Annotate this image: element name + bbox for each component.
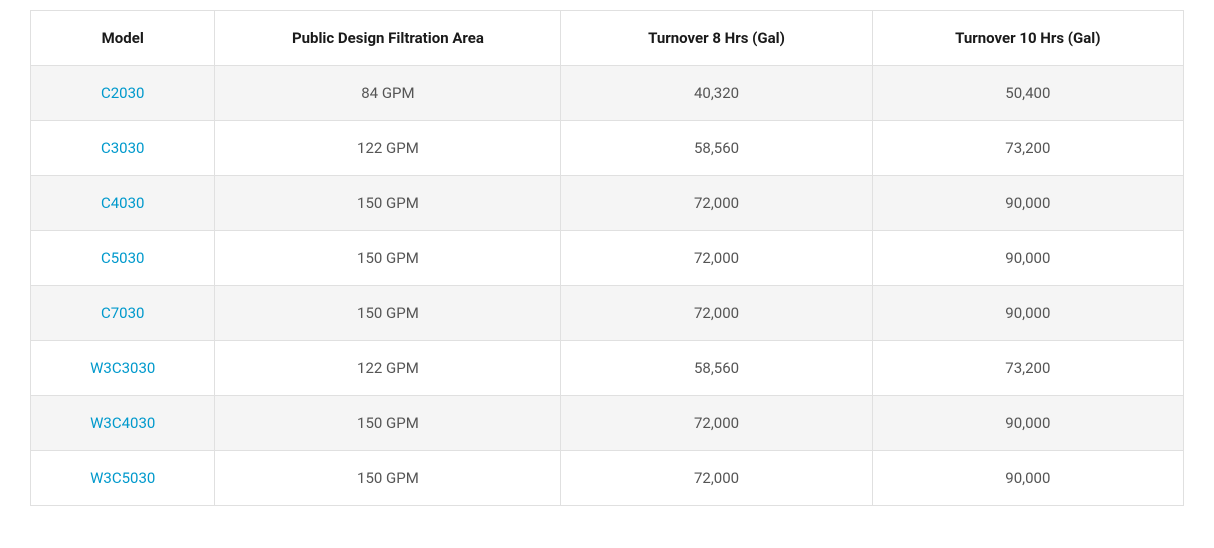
cell-filtration: 150 GPM — [215, 396, 561, 451]
cell-turnover-10: 50,400 — [872, 66, 1183, 121]
table-row: C4030 150 GPM 72,000 90,000 — [31, 176, 1184, 231]
header-model: Model — [31, 11, 215, 66]
filter-spec-table: Model Public Design Filtration Area Turn… — [30, 10, 1184, 506]
table-row: C3030 122 GPM 58,560 73,200 — [31, 121, 1184, 176]
cell-filtration: 150 GPM — [215, 451, 561, 506]
model-link[interactable]: W3C5030 — [90, 469, 155, 487]
cell-model: C3030 — [31, 121, 215, 176]
cell-model: C7030 — [31, 286, 215, 341]
cell-model: C5030 — [31, 231, 215, 286]
cell-turnover-8: 72,000 — [561, 451, 872, 506]
model-link[interactable]: C2030 — [101, 84, 144, 102]
header-turnover-8: Turnover 8 Hrs (Gal) — [561, 11, 872, 66]
cell-model: W3C5030 — [31, 451, 215, 506]
cell-turnover-8: 40,320 — [561, 66, 872, 121]
cell-turnover-10: 90,000 — [872, 451, 1183, 506]
table-row: W3C3030 122 GPM 58,560 73,200 — [31, 341, 1184, 396]
cell-turnover-8: 72,000 — [561, 231, 872, 286]
cell-model: W3C4030 — [31, 396, 215, 451]
model-link[interactable]: W3C3030 — [90, 359, 155, 377]
cell-turnover-8: 72,000 — [561, 176, 872, 231]
cell-turnover-10: 73,200 — [872, 121, 1183, 176]
header-row: Model Public Design Filtration Area Turn… — [31, 11, 1184, 66]
cell-filtration: 150 GPM — [215, 286, 561, 341]
cell-model: C4030 — [31, 176, 215, 231]
model-link[interactable]: C5030 — [101, 249, 144, 267]
model-link[interactable]: C3030 — [101, 139, 144, 157]
model-link[interactable]: W3C4030 — [90, 414, 155, 432]
cell-turnover-10: 90,000 — [872, 396, 1183, 451]
cell-turnover-8: 58,560 — [561, 341, 872, 396]
table-row: W3C4030 150 GPM 72,000 90,000 — [31, 396, 1184, 451]
cell-filtration: 150 GPM — [215, 176, 561, 231]
cell-model: W3C3030 — [31, 341, 215, 396]
cell-turnover-10: 73,200 — [872, 341, 1183, 396]
cell-turnover-8: 72,000 — [561, 396, 872, 451]
model-link[interactable]: C7030 — [101, 304, 144, 322]
cell-turnover-10: 90,000 — [872, 286, 1183, 341]
cell-filtration: 84 GPM — [215, 66, 561, 121]
table-row: C5030 150 GPM 72,000 90,000 — [31, 231, 1184, 286]
cell-turnover-10: 90,000 — [872, 176, 1183, 231]
table-row: C2030 84 GPM 40,320 50,400 — [31, 66, 1184, 121]
model-link[interactable]: C4030 — [101, 194, 144, 212]
table-row: C7030 150 GPM 72,000 90,000 — [31, 286, 1184, 341]
cell-filtration: 150 GPM — [215, 231, 561, 286]
cell-turnover-10: 90,000 — [872, 231, 1183, 286]
cell-filtration: 122 GPM — [215, 341, 561, 396]
table-body: C2030 84 GPM 40,320 50,400 C3030 122 GPM… — [31, 66, 1184, 506]
cell-turnover-8: 58,560 — [561, 121, 872, 176]
table-row: W3C5030 150 GPM 72,000 90,000 — [31, 451, 1184, 506]
cell-model: C2030 — [31, 66, 215, 121]
table-header: Model Public Design Filtration Area Turn… — [31, 11, 1184, 66]
header-turnover-10: Turnover 10 Hrs (Gal) — [872, 11, 1183, 66]
cell-filtration: 122 GPM — [215, 121, 561, 176]
cell-turnover-8: 72,000 — [561, 286, 872, 341]
header-filtration: Public Design Filtration Area — [215, 11, 561, 66]
